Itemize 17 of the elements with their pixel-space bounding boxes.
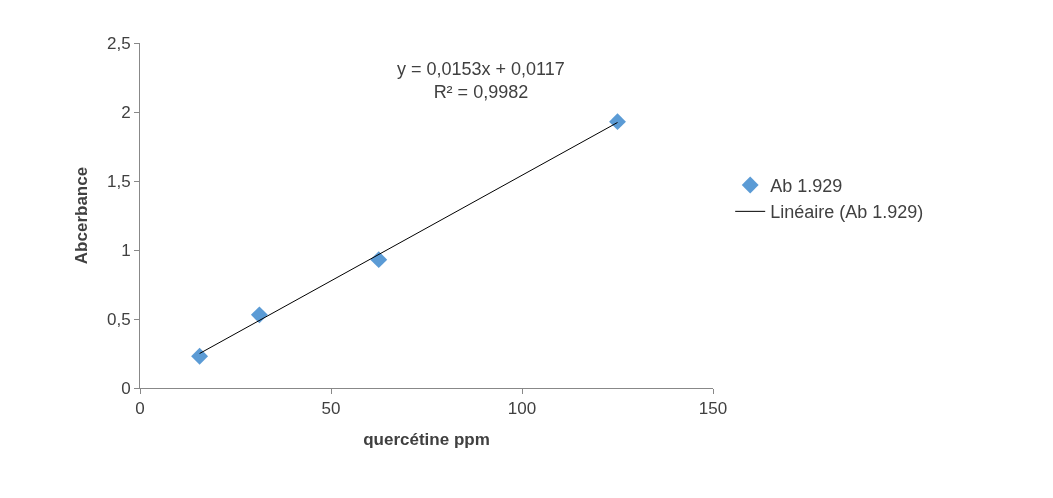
annotation: y = 0,0153x + 0,0117 R² = 0,9982 xyxy=(397,59,565,103)
legend-label: Linéaire (Ab 1.929) xyxy=(770,202,924,223)
y-tick-label: 1 xyxy=(121,240,131,260)
x-tick-label: 150 xyxy=(698,399,728,419)
point xyxy=(609,113,626,131)
x-tick-label: 100 xyxy=(507,399,537,419)
y-tick-label: 1,5 xyxy=(106,171,131,191)
y-tick-label: 0,5 xyxy=(106,309,131,329)
x-axis-title: quercétine ppm xyxy=(363,429,490,449)
legend-label: Ab 1.929 xyxy=(770,175,843,196)
y-axis-title: Abcerbance xyxy=(71,166,91,265)
y-tick-label: 2,5 xyxy=(106,33,131,53)
point xyxy=(191,347,209,365)
x-tick-label: 50 xyxy=(321,399,341,419)
y-tick-label: 2 xyxy=(121,102,131,122)
y-tick-label: 0 xyxy=(121,378,131,398)
x-tick-label: 0 xyxy=(135,399,145,419)
